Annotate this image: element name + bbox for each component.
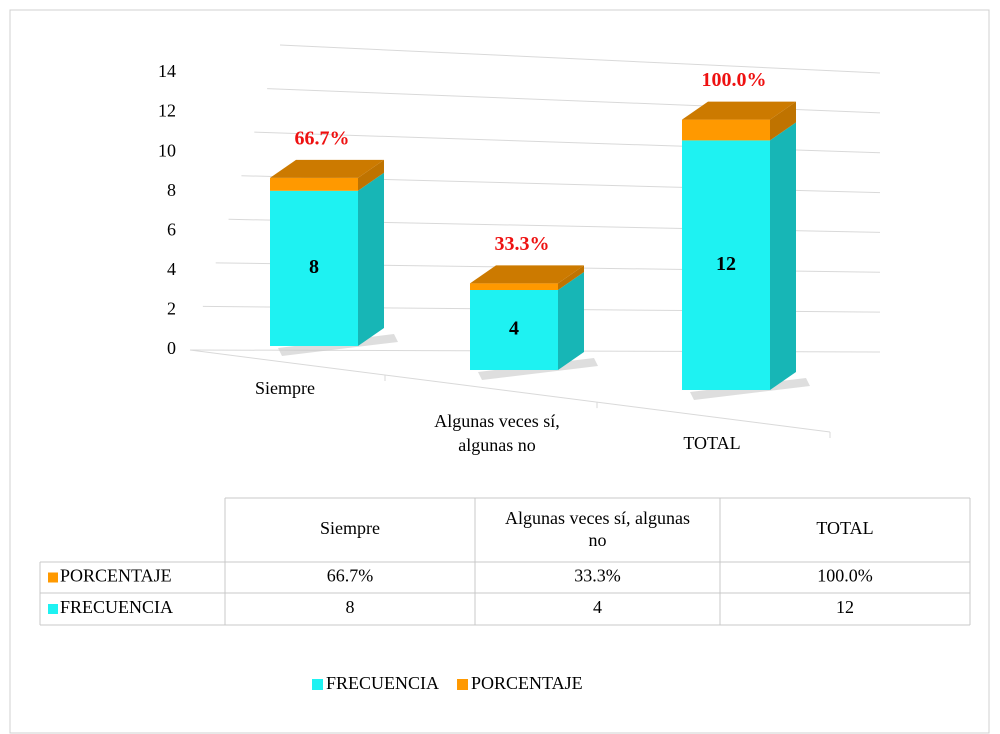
x-tick-label-line: Algunas veces sí,	[434, 411, 559, 431]
y-tick-label: 6	[167, 219, 176, 239]
bar-side	[770, 101, 796, 141]
legend-label: FRECUENCIA	[326, 673, 439, 693]
bar-front	[270, 190, 358, 346]
x-tick-label: Siempre	[255, 378, 315, 398]
data-label: 33.3%	[495, 233, 550, 255]
bar-front	[470, 283, 558, 290]
table-header-line: Algunas veces sí, algunas	[505, 508, 690, 528]
y-tick-label: 4	[167, 259, 176, 279]
x-tick-label: TOTAL	[683, 433, 740, 453]
table-cell: 66.7%	[327, 566, 374, 586]
table-legend-key	[48, 604, 58, 614]
bar-top	[270, 159, 384, 178]
x-axis-line	[189, 349, 831, 433]
data-label: 8	[309, 256, 319, 278]
bar-front	[682, 119, 770, 141]
bar-top	[470, 265, 584, 284]
bar-side	[358, 172, 384, 346]
data-label: 100.0%	[702, 69, 767, 91]
table-header: Algunas veces sí, algunas no	[505, 508, 690, 550]
y-tick-label: 10	[158, 140, 176, 160]
y-tick-label: 8	[167, 180, 176, 200]
data-label: 4	[509, 318, 519, 340]
y-tick-label: 14	[158, 61, 176, 81]
data-label: 66.7%	[295, 127, 350, 149]
table-cell: 8	[346, 597, 355, 617]
bar-side	[358, 159, 384, 191]
legend-key	[457, 679, 469, 690]
bar-side	[558, 265, 584, 290]
table-header: TOTAL	[816, 518, 873, 538]
table-header: Siempre	[320, 518, 380, 538]
y-tick-label: 12	[158, 101, 176, 121]
bar-front	[682, 140, 770, 390]
data-label: 12	[716, 253, 736, 275]
table-legend-key	[48, 572, 58, 583]
bar-side	[770, 122, 796, 391]
table-row-label: PORCENTAJE	[60, 566, 172, 586]
bar-top	[682, 101, 796, 120]
y-tick-label: 0	[167, 338, 176, 358]
bar-side	[558, 272, 584, 370]
table-cell: 12	[836, 597, 854, 617]
grid-line	[279, 44, 881, 74]
legend-key	[312, 679, 323, 690]
table-cell: 100.0%	[817, 566, 873, 586]
bar-front	[270, 177, 358, 191]
x-tick-label: Algunas veces sí, algunas no	[434, 411, 559, 455]
table-header-line: no	[589, 530, 607, 550]
x-tick-label-line: algunas no	[458, 435, 535, 455]
table-cell: 4	[593, 597, 602, 617]
table-cell: 33.3%	[574, 566, 621, 586]
y-tick-label: 2	[167, 299, 176, 319]
bar-front	[470, 290, 558, 370]
legend-label: PORCENTAJE	[471, 673, 583, 693]
table-row-label: FRECUENCIA	[60, 597, 173, 617]
